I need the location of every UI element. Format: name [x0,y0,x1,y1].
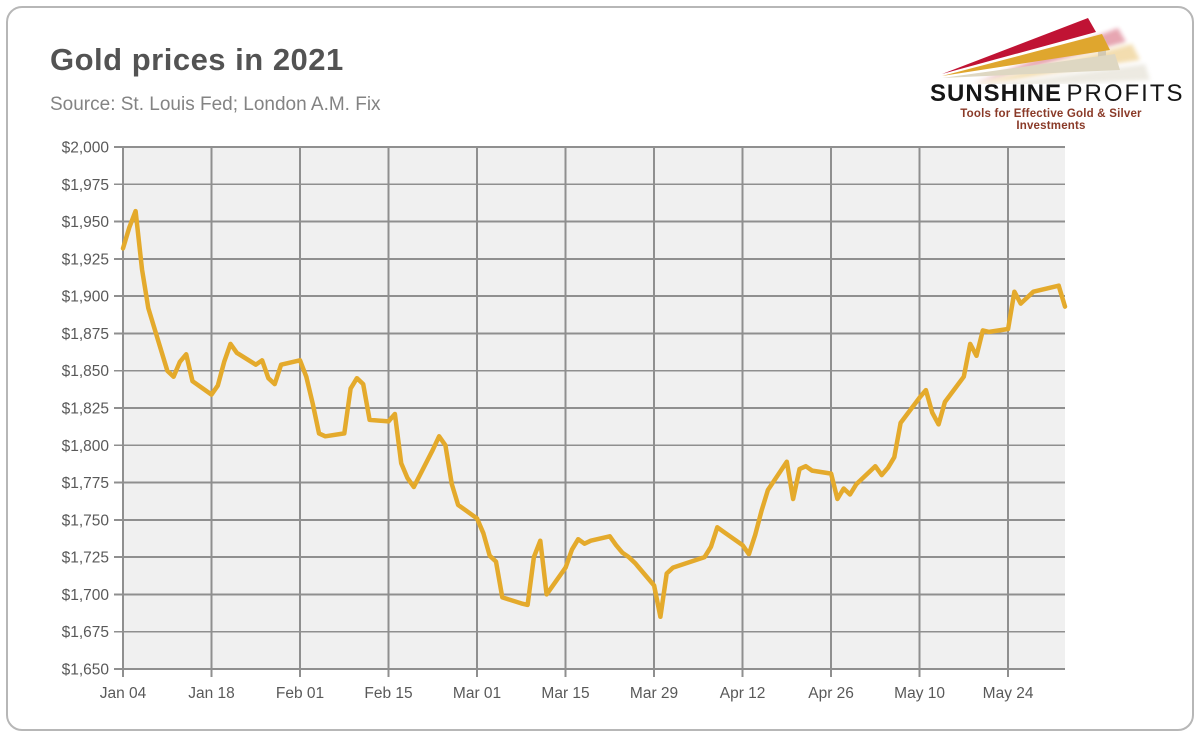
brand-name-sunshine: SUNSHINE [930,80,1063,107]
brand-name-profits: PROFITS [1066,80,1185,107]
svg-text:May 24: May 24 [983,685,1034,702]
gold-price-line [120,208,1068,620]
svg-text:$1,900: $1,900 [62,289,110,306]
source-label: Source: St. Louis Fed; London A.M. Fix [50,94,381,115]
svg-text:$1,775: $1,775 [62,475,109,492]
chart-card: Gold prices in 2021 Source: St. Louis Fe… [6,6,1194,731]
gold-arrow [942,34,1110,76]
sunshine-arrows-icon [942,18,1150,84]
svg-text:$1,875: $1,875 [62,326,109,343]
y-gridlines [114,146,1065,670]
svg-text:Jan 04: Jan 04 [100,685,147,702]
x-axis-labels: Jan 04 Jan 18 Feb 01 Feb 15 Mar 01 Mar 15 Mar … [100,685,1034,702]
sunshine-profits-logo: SUNSHINE PROFITS Tools for Effective Gol… [930,12,1182,132]
svg-text:$1,950: $1,950 [62,214,110,231]
red-arrow [942,18,1096,74]
svg-text:Mar 15: Mar 15 [541,685,589,702]
svg-text:$1,750: $1,750 [62,512,110,529]
svg-text:$1,725: $1,725 [62,550,109,567]
svg-text:$1,825: $1,825 [62,401,109,418]
page-title: Gold prices in 2021 [50,42,344,77]
svg-text:$2,000: $2,000 [62,140,110,157]
svg-text:$1,975: $1,975 [62,177,109,194]
gold-price-chart: Jan 04 Jan 18 Feb 01 Feb 15 Mar 01 Mar 15 Mar … [62,140,1068,702]
cream-arrow [942,54,1120,78]
svg-text:$1,925: $1,925 [62,251,109,268]
brand-name: SUNSHINE PROFITS [930,80,1182,107]
svg-text:$1,650: $1,650 [62,662,110,679]
brand-tagline: Tools for Effective Gold & Silver Invest… [960,108,1142,132]
svg-text:Feb 15: Feb 15 [364,685,412,702]
svg-text:Mar 29: Mar 29 [630,685,678,702]
svg-text:Apr 12: Apr 12 [720,685,766,702]
svg-text:$1,850: $1,850 [62,363,110,380]
svg-text:$1,675: $1,675 [62,624,109,641]
svg-text:Feb 01: Feb 01 [276,685,324,702]
svg-text:$1,800: $1,800 [62,438,110,455]
svg-text:Apr 26: Apr 26 [808,685,854,702]
svg-text:Mar 01: Mar 01 [453,685,501,702]
svg-text:Jan 18: Jan 18 [188,685,235,702]
svg-text:$1,700: $1,700 [62,587,110,604]
y-axis-labels: $1,650 $1,675 $1,700 $1,725 $1,750 $1,775 $1,8… [62,140,110,679]
svg-text:May 10: May 10 [894,685,945,702]
